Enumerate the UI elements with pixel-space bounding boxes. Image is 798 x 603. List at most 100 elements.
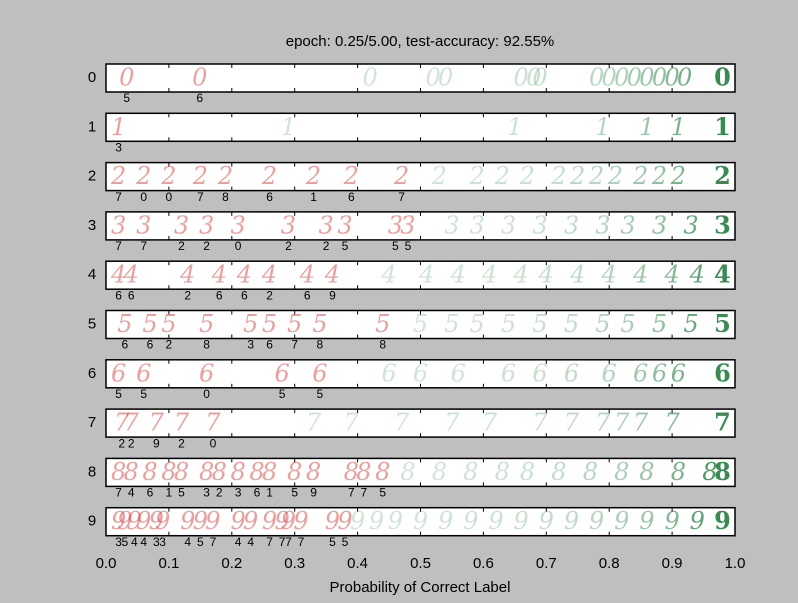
misclassified-sample: 5 [199,310,214,338]
correct-sample: 0 [652,64,667,92]
predicted-label: 0 [166,190,173,204]
correct-sample: 4 [538,261,554,289]
predicted-label: 6 [348,190,355,204]
correct-sample: 0 [526,64,541,92]
correct-sample: 5 [564,310,579,338]
strip [105,211,736,241]
misclassified-sample: 9 [180,507,195,535]
predicted-label: 5 [342,239,349,253]
correct-sample: 0 [513,64,528,92]
predicted-label: 3 [153,535,160,549]
misclassified-sample: 6 [312,359,327,387]
misclassified-sample: 8 [249,458,264,486]
strip [105,457,736,488]
correct-sample: 9 [714,506,731,535]
predicted-label: 5 [178,486,185,500]
correct-sample: 4 [380,261,396,289]
x-tick-label: 0.6 [473,555,494,572]
correct-sample: 6 [652,359,667,387]
predicted-label: 5 [291,486,298,500]
misclassified-sample: 9 [243,507,258,535]
predicted-label: 8 [317,338,324,352]
misclassified-sample: 8 [161,458,176,486]
predicted-label: 9 [153,436,160,450]
correct-sample: 0 [363,64,378,92]
misclassified-sample: 3 [400,211,415,239]
misclassified-sample: 9 [337,507,352,535]
correct-sample: 8 [639,458,654,486]
predicted-label: 4 [128,486,135,500]
predicted-label: 4 [184,535,191,549]
correct-sample: 2 [714,161,731,190]
misclassified-sample: 9 [262,507,277,535]
row-label: 5 [88,315,96,332]
misclassified-sample: 3 [281,211,296,239]
correct-sample: 6 [413,359,428,387]
x-tick-label: 0.5 [410,555,431,572]
correct-sample: 7 [595,409,611,437]
correct-sample: 1 [595,113,610,141]
predicted-label: 3 [203,486,210,500]
correct-sample: 2 [670,162,686,190]
misclassified-sample: 3 [388,211,403,239]
misclassified-sample: 5 [375,310,390,338]
predicted-label: 7 [115,239,122,253]
correct-sample: 9 [564,507,579,535]
correct-sample: 1 [507,113,522,141]
correct-sample: 6 [671,359,686,387]
predicted-label: 1 [266,486,273,500]
correct-sample: 3 [714,210,731,239]
misclassified-sample: 9 [230,507,245,535]
correct-sample: 2 [468,162,484,190]
predicted-label: 6 [147,338,154,352]
predicted-label: 2 [178,436,185,450]
correct-sample: 4 [512,261,528,289]
misclassified-sample: 4 [110,261,126,289]
correct-sample: 6 [714,358,731,387]
correct-sample: 1 [639,113,654,141]
misclassified-sample: 5 [312,310,327,338]
predicted-label: 5 [405,239,412,253]
misclassified-sample: 3 [319,211,334,239]
misclassified-sample: 5 [161,310,176,338]
correct-sample: 1 [671,113,686,141]
correct-sample: 0 [714,63,731,92]
predicted-label: 0 [235,239,242,253]
misclassified-sample: 6 [136,359,151,387]
misclassified-sample: 3 [174,211,189,239]
misclassified-sample: 6 [274,359,289,387]
predicted-label: 2 [266,288,273,302]
misclassified-sample: 7 [174,409,190,437]
misclassified-sample: 4 [236,261,252,289]
correct-sample: 7 [633,409,649,437]
misclassified-sample: 2 [261,162,277,190]
misclassified-sample: 8 [306,458,321,486]
predicted-label: 6 [216,288,223,302]
strip [105,161,736,192]
predicted-label: 1 [310,190,317,204]
correct-sample: 6 [602,359,617,387]
misclassified-sample: 9 [281,507,296,535]
predicted-label: 2 [128,436,135,450]
misclassified-sample: 9 [293,507,308,535]
predicted-label: 2 [178,239,185,253]
correct-sample: 0 [627,64,642,92]
misclassified-sample: 9 [127,507,142,535]
misclassified-sample: 5 [117,310,132,338]
predicted-label: 3 [159,535,166,549]
misclassified-sample: 8 [212,458,227,486]
correct-sample: 6 [532,359,547,387]
correct-sample: 8 [551,458,566,486]
predicted-label: 9 [329,288,336,302]
misclassified-sample: 3 [199,211,214,239]
predicted-label: 0 [140,190,147,204]
predicted-label: 7 [285,535,292,549]
correct-sample: 7 [564,409,580,437]
predicted-label: 6 [196,91,203,105]
correct-sample: 5 [501,310,516,338]
misclassified-sample: 0 [119,64,134,92]
strip [105,260,736,290]
predicted-label: 5 [342,535,349,549]
x-tick-label: 0.4 [347,555,368,572]
correct-sample: 7 [664,409,680,437]
